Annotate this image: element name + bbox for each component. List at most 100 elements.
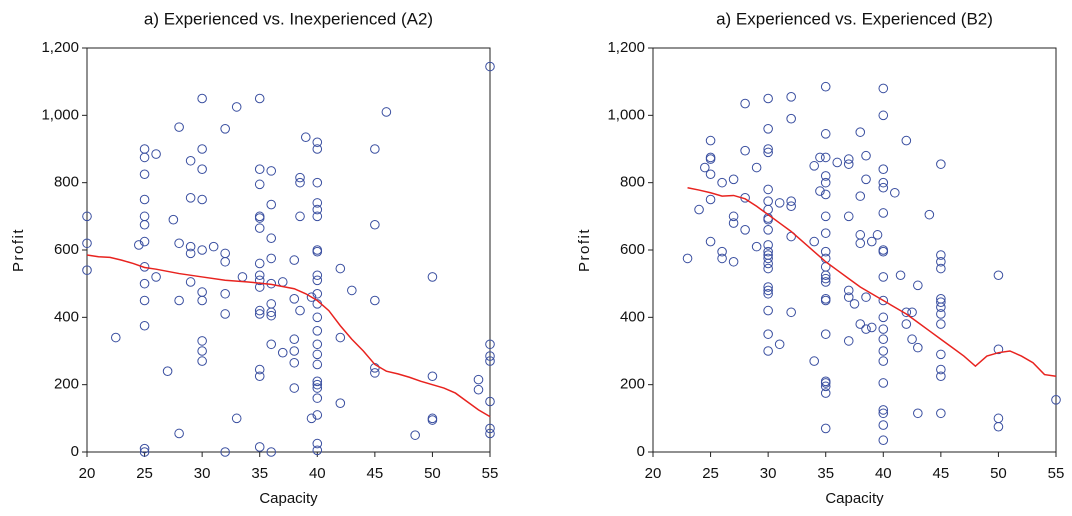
data-point — [993, 344, 1004, 355]
data-point — [815, 186, 825, 196]
data-point — [266, 307, 277, 318]
data-point — [855, 127, 866, 137]
data-point — [936, 263, 946, 274]
data-point — [878, 324, 889, 334]
data-point — [254, 442, 265, 452]
data-point — [901, 319, 912, 329]
data-point — [174, 238, 184, 249]
x-axis-label: Capacity — [259, 490, 318, 507]
data-point — [220, 256, 230, 267]
y-tick-label: 400 — [54, 308, 79, 325]
data-point — [728, 256, 739, 267]
data-point — [878, 164, 889, 174]
data-point — [289, 357, 300, 368]
data-point — [843, 285, 854, 296]
data-point — [312, 339, 323, 350]
data-point — [878, 246, 889, 257]
data-point — [312, 288, 323, 299]
data-point — [763, 184, 773, 195]
chart-title: a) Experienced vs. Experienced (B2) — [716, 9, 993, 28]
data-point — [763, 246, 773, 257]
data-point — [312, 270, 323, 281]
data-point — [936, 408, 946, 419]
data-point — [306, 413, 317, 424]
data-point — [878, 182, 889, 193]
data-point — [763, 253, 773, 264]
data-point — [809, 356, 820, 366]
data-point — [289, 334, 300, 345]
data-point — [381, 107, 392, 117]
data-point — [312, 393, 323, 403]
data-point — [936, 364, 946, 375]
data-point — [185, 155, 196, 166]
data-point — [763, 144, 773, 154]
data-point — [820, 270, 831, 281]
x-tick-label: 50 — [424, 465, 441, 482]
data-point — [370, 295, 380, 306]
data-point — [763, 346, 773, 356]
data-point — [843, 211, 854, 222]
data-point — [717, 177, 727, 188]
data-point — [820, 171, 831, 181]
y-tick-label: 200 — [620, 376, 645, 393]
data-point — [485, 61, 495, 72]
data-point — [763, 263, 773, 274]
data-point — [763, 196, 773, 206]
data-point — [866, 236, 877, 247]
x-tick-label: 55 — [482, 465, 499, 482]
data-point — [427, 272, 438, 282]
data-point — [335, 332, 346, 343]
data-point — [763, 93, 773, 104]
data-point — [312, 383, 323, 393]
data-point — [197, 356, 207, 366]
data-point — [705, 135, 716, 146]
data-point — [185, 248, 196, 259]
data-point — [139, 262, 150, 272]
x-tick-label: 55 — [1048, 465, 1065, 482]
data-point — [849, 299, 860, 309]
data-point — [855, 319, 866, 329]
data-point — [936, 302, 946, 313]
data-point — [763, 147, 773, 158]
data-point — [861, 150, 871, 161]
plot-frame — [652, 47, 1057, 453]
data-point — [312, 246, 323, 257]
data-point — [312, 376, 323, 387]
x-tick-label: 45 — [933, 465, 950, 482]
data-point — [820, 189, 831, 200]
x-axis-label: Capacity — [825, 490, 884, 507]
data-point — [820, 423, 831, 434]
data-point — [254, 309, 265, 319]
x-tick-label: 30 — [760, 465, 777, 482]
data-point — [295, 177, 305, 188]
data-point — [1051, 395, 1061, 405]
data-point — [700, 162, 710, 173]
data-point — [473, 384, 484, 395]
data-point — [936, 349, 946, 360]
data-point — [878, 208, 889, 218]
data-point — [820, 246, 831, 257]
data-point — [740, 145, 750, 156]
data-point — [878, 312, 889, 323]
data-point — [266, 166, 277, 176]
trend-line — [86, 254, 491, 418]
data-point — [139, 447, 150, 457]
data-point — [924, 209, 935, 220]
data-point — [485, 428, 495, 439]
data-point — [890, 187, 900, 198]
y-tick-label: 600 — [54, 241, 79, 258]
data-point — [231, 413, 242, 424]
data-point — [197, 295, 207, 306]
data-point — [993, 421, 1004, 432]
data-point — [936, 159, 946, 169]
y-tick-label: 800 — [54, 174, 79, 191]
data-point — [139, 236, 150, 247]
data-point — [855, 238, 866, 249]
data-point — [473, 374, 484, 385]
data-point — [139, 320, 150, 331]
plot-frame — [86, 47, 491, 453]
data-point — [347, 285, 357, 296]
data-point — [312, 410, 323, 420]
data-point — [485, 339, 495, 350]
